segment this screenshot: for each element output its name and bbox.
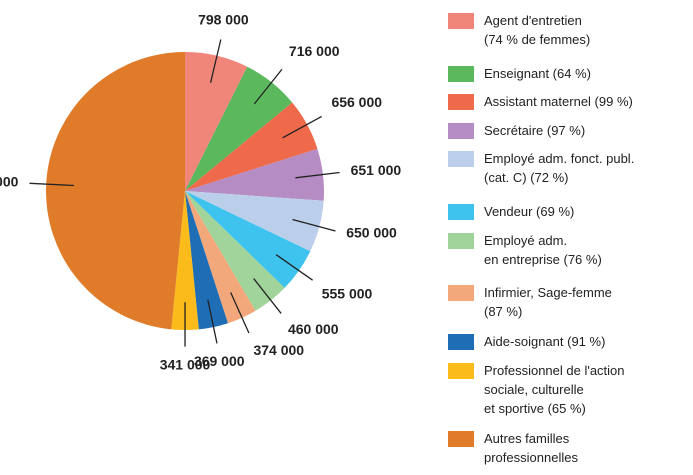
leader-line — [282, 115, 322, 139]
leader-line — [253, 278, 282, 314]
legend-item: Agent d'entretien (74 % de femmes) — [448, 12, 590, 49]
legend-swatch — [448, 363, 474, 379]
pie-slice — [185, 191, 324, 252]
legend-label: Vendeur (69 %) — [484, 204, 575, 219]
pie-slice — [45, 52, 185, 330]
legend-swatch — [448, 431, 474, 447]
pie-slice — [185, 191, 228, 330]
legend-item: Assistant maternel (99 %) — [448, 93, 633, 111]
value-label: 555 000 — [322, 285, 373, 301]
legend-swatch — [448, 66, 474, 82]
value-label: 369 000 — [194, 353, 245, 369]
leader-line — [275, 254, 313, 281]
pie-slice — [185, 148, 324, 201]
legend-label: Assistant maternel (99 %) — [484, 94, 633, 109]
legend-item: Professionnel de l'action sociale, cultu… — [448, 362, 625, 418]
legend-label: Enseignant (64 %) — [484, 66, 591, 81]
value-label: 798 000 — [198, 11, 249, 27]
leader-line — [295, 171, 340, 179]
legend-item: Secrétaire (97 %) — [448, 122, 585, 140]
leader-line — [253, 68, 283, 105]
leader-line — [230, 292, 250, 334]
legend-swatch — [448, 233, 474, 249]
legend-label: Aide-soignant (91 %) — [484, 334, 606, 349]
pie-slice — [185, 191, 311, 288]
leader-line — [29, 182, 74, 187]
legend-swatch — [448, 204, 474, 220]
legend-item: Autres familles professionnelles — [448, 430, 578, 467]
legend-swatch — [448, 334, 474, 350]
value-label: 651 000 — [351, 162, 402, 178]
value-label: 656 000 — [331, 94, 382, 110]
legend-label: Agent d'entretien (74 % de femmes) — [484, 13, 591, 47]
pie-area: 798 000 716 000 656 000 651 000 650 000 555 0… — [0, 11, 402, 373]
pie-slice — [185, 191, 285, 311]
value-label: 5 230 000 — [0, 173, 19, 189]
legend-swatch — [448, 94, 474, 110]
legend-swatch — [448, 123, 474, 139]
legend-swatch — [448, 151, 474, 167]
legend-label: Autres familles professionnelles — [484, 431, 578, 465]
leader-line — [207, 299, 218, 344]
legend-swatch — [448, 13, 474, 29]
value-label: 341 000 — [160, 357, 211, 373]
legend-label: Infirmier, Sage-femme (87 %) — [484, 285, 612, 319]
value-label: 374 000 — [253, 342, 304, 358]
legend-item: Infirmier, Sage-femme (87 %) — [448, 284, 612, 321]
value-label: 716 000 — [289, 43, 340, 59]
pie-slice — [185, 66, 293, 191]
legend-item: Aide-soignant (91 %) — [448, 333, 605, 351]
legend-swatch — [448, 285, 474, 301]
pie-slice — [185, 191, 256, 324]
pie-slice — [185, 52, 248, 191]
pie-slice — [171, 191, 199, 330]
value-label: 460 000 — [288, 321, 339, 337]
legend-item: Employé adm. en entreprise (76 %) — [448, 232, 602, 269]
legend-label: Employé adm. en entreprise (76 %) — [484, 233, 602, 267]
legend-label: Secrétaire (97 %) — [484, 123, 586, 138]
leader-line — [292, 218, 336, 232]
pie-slice — [185, 102, 318, 191]
value-label: 650 000 — [346, 224, 397, 240]
legend-item: Employé adm. fonct. publ. (cat. C) (72 %… — [448, 150, 634, 187]
leader-line — [209, 39, 222, 83]
legend-label: Professionnel de l'action sociale, cultu… — [484, 363, 625, 416]
legend-item: Vendeur (69 %) — [448, 203, 574, 221]
legend-item: Enseignant (64 %) — [448, 65, 591, 83]
legend-label: Employé adm. fonct. publ. (cat. C) (72 %… — [484, 151, 635, 185]
